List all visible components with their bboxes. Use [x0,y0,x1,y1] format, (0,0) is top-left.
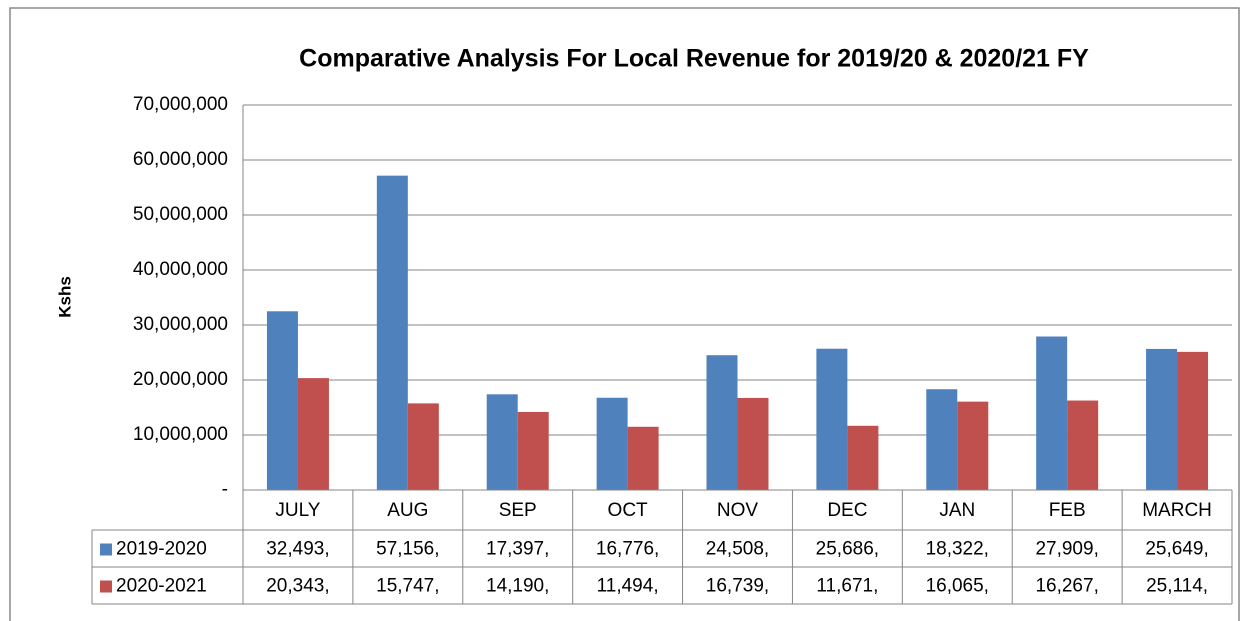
x-tick-label: JAN [939,500,975,521]
table-value: 25,686, [816,539,879,560]
chart-frame [9,7,1240,621]
x-tick-label: JULY [275,500,320,521]
bar [407,403,439,490]
x-tick-label: NOV [717,500,759,521]
y-tick-label: 10,000,000 [133,424,228,445]
table-value: 16,776, [596,539,659,560]
table-value: 25,114, [1146,576,1208,597]
table-value: 20,343, [266,576,329,597]
bar [486,394,518,490]
legend-swatch [100,580,112,593]
table-value: 16,267, [1035,576,1098,597]
bar [627,426,659,490]
table-value: 11,671, [816,576,878,597]
x-tick-label: SEP [499,500,537,521]
bar [737,397,769,490]
table-value: 16,739, [706,576,769,597]
bar [297,378,329,490]
x-tick-label: DEC [827,500,867,521]
bar [1177,351,1209,490]
legend-swatch [100,543,112,556]
legend-label: 2020-2021 [116,576,207,597]
chart-title: Comparative Analysis For Local Revenue f… [299,45,1089,73]
bar [376,175,408,490]
table-value: 17,397, [486,539,549,560]
bar [847,425,879,490]
bar [706,355,738,490]
table-value: 27,909, [1035,539,1098,560]
y-axis-label: Kshs [55,276,74,318]
bar [1036,336,1068,490]
y-tick-label: 60,000,000 [133,149,228,170]
bar [517,411,549,490]
table-value: 18,322, [926,539,989,560]
y-tick-label: 20,000,000 [133,369,228,390]
table-value: 25,649, [1145,539,1208,560]
bar [1146,348,1178,490]
bar [266,311,298,490]
table-value: 15,747, [376,576,439,597]
table-value: 32,493, [266,539,329,560]
bar [816,348,848,490]
x-tick-label: AUG [387,500,428,521]
y-tick-label: 50,000,000 [133,204,228,225]
bar [957,401,989,490]
table-value: 14,190, [486,576,549,597]
bar [926,389,958,490]
table-value: 24,508, [706,539,769,560]
x-tick-label: OCT [608,500,649,521]
y-tick-label: 70,000,000 [133,94,228,115]
x-tick-label: FEB [1049,500,1086,521]
bar [1067,400,1099,490]
table-value: 16,065, [926,576,989,597]
bar [596,397,628,490]
legend-label: 2019-2020 [116,539,207,560]
y-tick-label: - [222,479,228,500]
table-value: 11,494, [597,576,659,597]
table-value: 57,156, [376,539,439,560]
y-tick-label: 30,000,000 [133,314,228,335]
x-tick-label: MARCH [1142,500,1212,521]
y-tick-label: 40,000,000 [133,259,228,280]
